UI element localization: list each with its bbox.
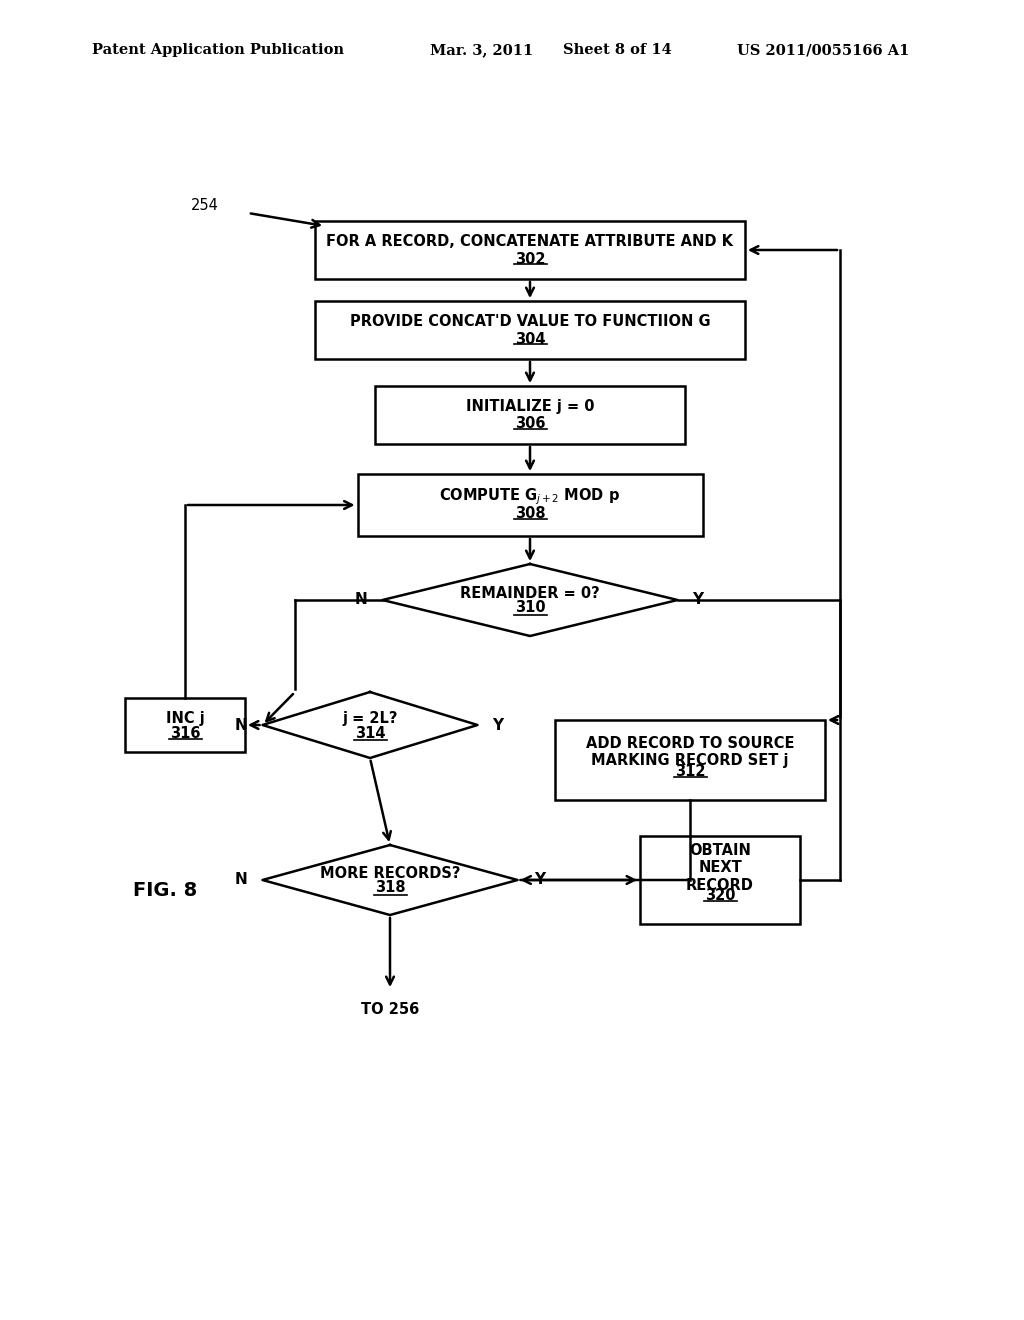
Text: 318: 318 xyxy=(375,880,406,895)
Text: N: N xyxy=(354,593,367,607)
Text: Y: Y xyxy=(692,593,703,607)
Text: 302: 302 xyxy=(515,252,545,267)
Text: Y: Y xyxy=(534,873,545,887)
FancyBboxPatch shape xyxy=(375,385,685,444)
FancyBboxPatch shape xyxy=(315,301,745,359)
Text: Patent Application Publication: Patent Application Publication xyxy=(92,44,344,57)
FancyBboxPatch shape xyxy=(315,220,745,279)
FancyBboxPatch shape xyxy=(555,719,825,800)
Polygon shape xyxy=(262,692,477,758)
Text: TO 256: TO 256 xyxy=(360,1002,419,1018)
Text: Mar. 3, 2011: Mar. 3, 2011 xyxy=(430,44,534,57)
Text: OBTAIN
NEXT
RECORD: OBTAIN NEXT RECORD xyxy=(686,843,754,892)
Text: 306: 306 xyxy=(515,417,545,432)
Text: Y: Y xyxy=(492,718,503,733)
Text: INITIALIZE j = 0: INITIALIZE j = 0 xyxy=(466,400,594,414)
FancyBboxPatch shape xyxy=(125,698,245,752)
Text: PROVIDE CONCAT'D VALUE TO FUNCTIION G: PROVIDE CONCAT'D VALUE TO FUNCTIION G xyxy=(349,314,711,330)
Text: 316: 316 xyxy=(170,726,201,741)
Text: 310: 310 xyxy=(515,601,546,615)
Text: 314: 314 xyxy=(354,726,385,741)
Text: j = 2L?: j = 2L? xyxy=(342,710,397,726)
Text: REMAINDER = 0?: REMAINDER = 0? xyxy=(460,586,600,601)
Text: COMPUTE G$_{j+2}$ MOD p: COMPUTE G$_{j+2}$ MOD p xyxy=(439,487,621,507)
Text: 308: 308 xyxy=(515,507,546,521)
Text: N: N xyxy=(234,873,247,887)
Text: Sheet 8 of 14: Sheet 8 of 14 xyxy=(563,44,672,57)
Text: 254: 254 xyxy=(191,198,219,213)
Text: 304: 304 xyxy=(515,331,545,346)
FancyBboxPatch shape xyxy=(640,836,800,924)
Text: FOR A RECORD, CONCATENATE ATTRIBUTE AND K: FOR A RECORD, CONCATENATE ATTRIBUTE AND … xyxy=(327,235,733,249)
FancyBboxPatch shape xyxy=(357,474,702,536)
Polygon shape xyxy=(262,845,517,915)
Text: N: N xyxy=(234,718,247,733)
Text: 320: 320 xyxy=(705,888,735,903)
Text: FIG. 8: FIG. 8 xyxy=(133,880,198,899)
Polygon shape xyxy=(383,564,678,636)
Text: MORE RECORDS?: MORE RECORDS? xyxy=(319,866,460,880)
Text: INC j: INC j xyxy=(166,711,205,726)
Text: ADD RECORD TO SOURCE
MARKING RECORD SET j: ADD RECORD TO SOURCE MARKING RECORD SET … xyxy=(586,735,795,768)
Text: US 2011/0055166 A1: US 2011/0055166 A1 xyxy=(737,44,909,57)
Text: 312: 312 xyxy=(675,764,706,780)
